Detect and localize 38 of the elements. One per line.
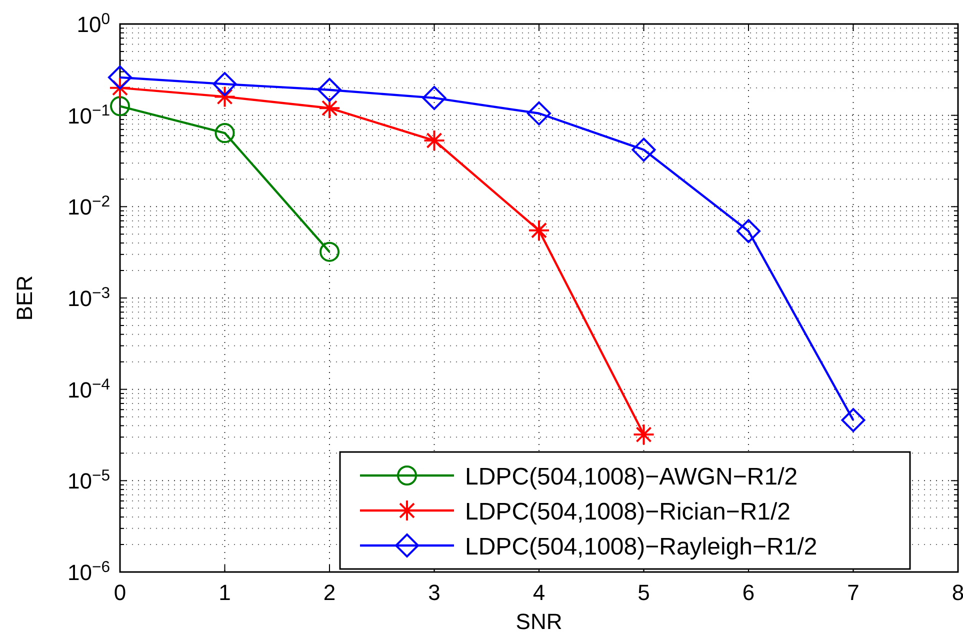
y-tick-label: 10$^{−3}$: [67, 284, 110, 311]
x-tick-label: 7: [847, 580, 860, 605]
point: [212, 72, 237, 96]
point: [423, 130, 446, 152]
x-tick-label: 1: [218, 580, 231, 605]
legend-label: LDPC(504,1008)−Rician−R1/2: [465, 498, 791, 526]
y-tick-label: 10$^{0}$: [76, 10, 110, 37]
x-tick-label: 4: [532, 580, 546, 605]
point: [422, 86, 446, 110]
point: [214, 86, 236, 108]
x-tick-label: 2: [323, 580, 336, 605]
x-tick-label: 3: [428, 580, 440, 605]
point: [320, 242, 340, 262]
point: [632, 138, 656, 162]
point: [632, 424, 655, 446]
y-tick-label: 10$^{−1}$: [67, 102, 110, 128]
x-tick-label: 6: [742, 580, 755, 605]
y-axis-title: BER: [12, 275, 37, 321]
x-tick-label: 8: [952, 580, 963, 605]
y-tick-label: 10$^{−6}$: [67, 558, 110, 585]
y-tick-label: 10$^{−5}$: [67, 467, 110, 494]
point: [318, 78, 342, 102]
point: [736, 219, 760, 244]
y-tick-label: 10$^{−2}$: [67, 193, 110, 220]
point: [214, 123, 235, 144]
x-tick-label: 5: [638, 580, 650, 605]
point: [110, 96, 130, 116]
legend-label: LDPC(504,1008)−AWGN−R1/2: [465, 464, 798, 490]
x-axis-title: SNR: [516, 609, 562, 634]
point: [109, 76, 131, 99]
x-tick-label: 0: [114, 580, 126, 605]
point: [318, 97, 340, 120]
point: [528, 219, 550, 242]
point: [108, 65, 132, 90]
point: [527, 101, 551, 126]
y-tick-label: 10$^{−4}$: [67, 376, 110, 402]
legend-label: LDPC(504,1008)−Rayleigh−R1/2: [465, 534, 818, 560]
point: [841, 408, 866, 432]
